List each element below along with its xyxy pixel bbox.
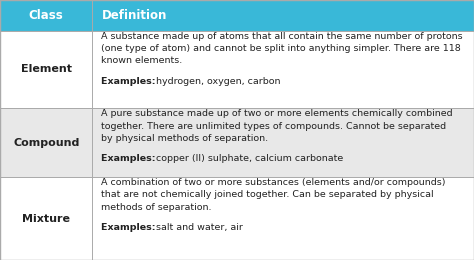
Text: A substance made up of atoms that all contain the same number of protons
(one ty: A substance made up of atoms that all co… xyxy=(101,32,463,65)
Text: Examples:: Examples: xyxy=(101,77,159,86)
Bar xyxy=(0,31,474,108)
Text: A combination of two or more substances (elements and/or compounds)
that are not: A combination of two or more substances … xyxy=(101,178,446,212)
Text: Class: Class xyxy=(29,9,64,22)
Text: Definition: Definition xyxy=(101,9,167,22)
Text: Examples:: Examples: xyxy=(101,154,159,164)
Text: hydrogen, oxygen, carbon: hydrogen, oxygen, carbon xyxy=(156,77,281,86)
Text: salt and water, air: salt and water, air xyxy=(156,223,243,232)
Text: Mixture: Mixture xyxy=(22,213,70,224)
Bar xyxy=(0,108,474,177)
Text: copper (II) sulphate, calcium carbonate: copper (II) sulphate, calcium carbonate xyxy=(156,154,344,164)
Text: Element: Element xyxy=(21,64,72,74)
Text: A pure substance made up of two or more elements chemically combined
together. T: A pure substance made up of two or more … xyxy=(101,109,453,143)
Text: Compound: Compound xyxy=(13,138,80,148)
Bar xyxy=(0,177,474,260)
Bar xyxy=(0,0,474,31)
Text: Examples:: Examples: xyxy=(101,223,159,232)
